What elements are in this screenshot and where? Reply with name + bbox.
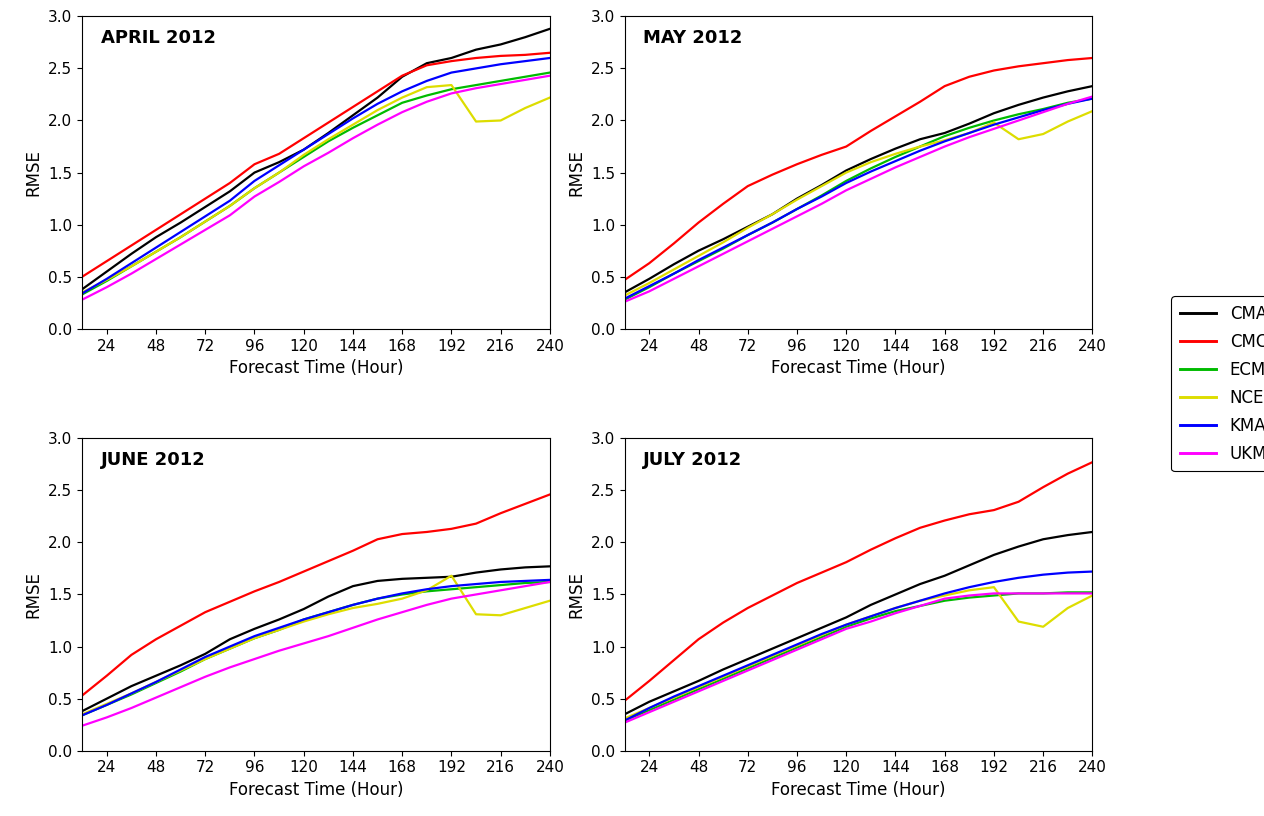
X-axis label: Forecast Time (Hour): Forecast Time (Hour) bbox=[229, 781, 403, 799]
X-axis label: Forecast Time (Hour): Forecast Time (Hour) bbox=[771, 781, 945, 799]
Y-axis label: RMSE: RMSE bbox=[568, 149, 585, 196]
Y-axis label: RMSE: RMSE bbox=[568, 571, 585, 618]
Text: APRIL 2012: APRIL 2012 bbox=[101, 29, 216, 47]
Y-axis label: RMSE: RMSE bbox=[24, 571, 43, 618]
Y-axis label: RMSE: RMSE bbox=[24, 149, 43, 196]
X-axis label: Forecast Time (Hour): Forecast Time (Hour) bbox=[771, 359, 945, 377]
Text: JUNE 2012: JUNE 2012 bbox=[101, 450, 206, 468]
Text: MAY 2012: MAY 2012 bbox=[643, 29, 743, 47]
Text: JULY 2012: JULY 2012 bbox=[643, 450, 743, 468]
Legend: CMA, CMC, ECMWF, NCEP, KMA, UKMO: CMA, CMC, ECMWF, NCEP, KMA, UKMO bbox=[1172, 296, 1264, 471]
X-axis label: Forecast Time (Hour): Forecast Time (Hour) bbox=[229, 359, 403, 377]
